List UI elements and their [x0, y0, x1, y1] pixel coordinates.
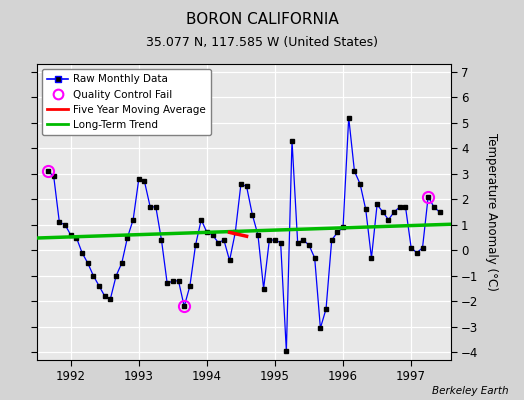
- Text: Berkeley Earth: Berkeley Earth: [432, 386, 508, 396]
- Legend: Raw Monthly Data, Quality Control Fail, Five Year Moving Average, Long-Term Tren: Raw Monthly Data, Quality Control Fail, …: [42, 69, 211, 135]
- Text: BORON CALIFORNIA: BORON CALIFORNIA: [185, 12, 339, 27]
- Y-axis label: Temperature Anomaly (°C): Temperature Anomaly (°C): [485, 133, 498, 291]
- Text: 35.077 N, 117.585 W (United States): 35.077 N, 117.585 W (United States): [146, 36, 378, 49]
